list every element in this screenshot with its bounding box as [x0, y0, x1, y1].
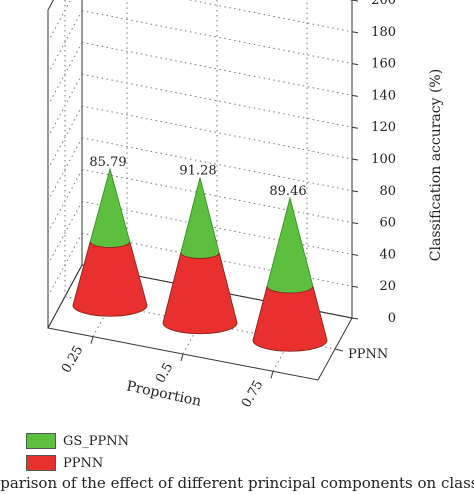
- y-tick-label: 20: [379, 279, 396, 294]
- legend-label-gs-ppnn: GS_PPNN: [63, 433, 130, 449]
- y-tick-mark: [351, 158, 359, 161]
- y-tick-label: 160: [371, 57, 396, 72]
- y-tick-mark: [351, 94, 359, 97]
- grid-line-left-wall: [47, 232, 83, 297]
- cone-ppnn-0.75: [252, 286, 328, 352]
- y-tick-mark: [351, 317, 359, 320]
- y-tick-label: 200: [371, 0, 396, 8]
- grid-line-back-wall: [81, 10, 353, 65]
- grid-line-left-wall: [47, 10, 83, 74]
- figure-caption: mparison of the effect of different prin…: [0, 474, 474, 492]
- grid-line-back-wall: [81, 200, 353, 255]
- cone-ppnn-0.25: [72, 241, 148, 317]
- grid-line-left-wall: [47, 137, 83, 202]
- grid-line-left-wall: [47, 105, 83, 170]
- legend-item-gs-ppnn: GS_PPNN: [26, 430, 129, 452]
- y-tick-mark: [351, 126, 359, 129]
- y-tick-label: 140: [371, 88, 396, 103]
- y-tick-label: 0: [388, 311, 396, 326]
- y-tick-label: 60: [379, 216, 396, 231]
- y-tick-mark: [351, 285, 359, 288]
- grid-line-back-wall: [81, 137, 353, 192]
- value-label: 89.46: [269, 184, 306, 199]
- left-wall: [47, 0, 83, 329]
- y-tick-mark: [351, 190, 359, 193]
- x-tick-label: 0.75: [239, 378, 266, 411]
- chart-cones: [72, 167, 328, 352]
- y-tick-mark: [351, 63, 359, 66]
- y-tick-label: 80: [379, 184, 396, 199]
- y-tick-mark: [351, 222, 359, 225]
- y-tick-mark: [351, 31, 359, 34]
- grid-line-back-wall: [81, 105, 353, 160]
- grid-line-left-wall: [47, 42, 83, 106]
- cone-ppnn-0.5: [162, 252, 238, 335]
- legend: GS_PPNN PPNN: [26, 430, 129, 474]
- x-tick-mark: [180, 353, 184, 362]
- legend-label-ppnn: PPNN: [63, 455, 104, 471]
- x-tick-label: 0.5: [153, 361, 176, 386]
- y-tick-label: 100: [371, 152, 396, 167]
- grid-line-left-wall: [47, 201, 83, 265]
- y-tick-mark: [351, 0, 359, 2]
- depth-tick-mark: [334, 348, 344, 352]
- value-label: 91.28: [179, 164, 216, 179]
- x-tick-mark: [270, 371, 274, 379]
- x-tick-label: 0.25: [59, 343, 86, 376]
- depth-tick-label: PPNN: [348, 347, 388, 362]
- legend-swatch-ppnn: [26, 455, 56, 471]
- y-axis-title: Classification accuracy (%): [428, 69, 444, 261]
- y-tick-label: 180: [371, 25, 396, 40]
- y-tick-label: 40: [379, 247, 396, 262]
- grid-line-back-wall: [81, 41, 353, 96]
- legend-item-ppnn: PPNN: [26, 452, 129, 474]
- y-tick-mark: [351, 253, 359, 256]
- legend-swatch-gs-ppnn: [26, 433, 56, 449]
- y-tick-label: 120: [371, 120, 396, 135]
- value-label: 85.79: [89, 155, 126, 170]
- x-tick-mark: [90, 336, 94, 344]
